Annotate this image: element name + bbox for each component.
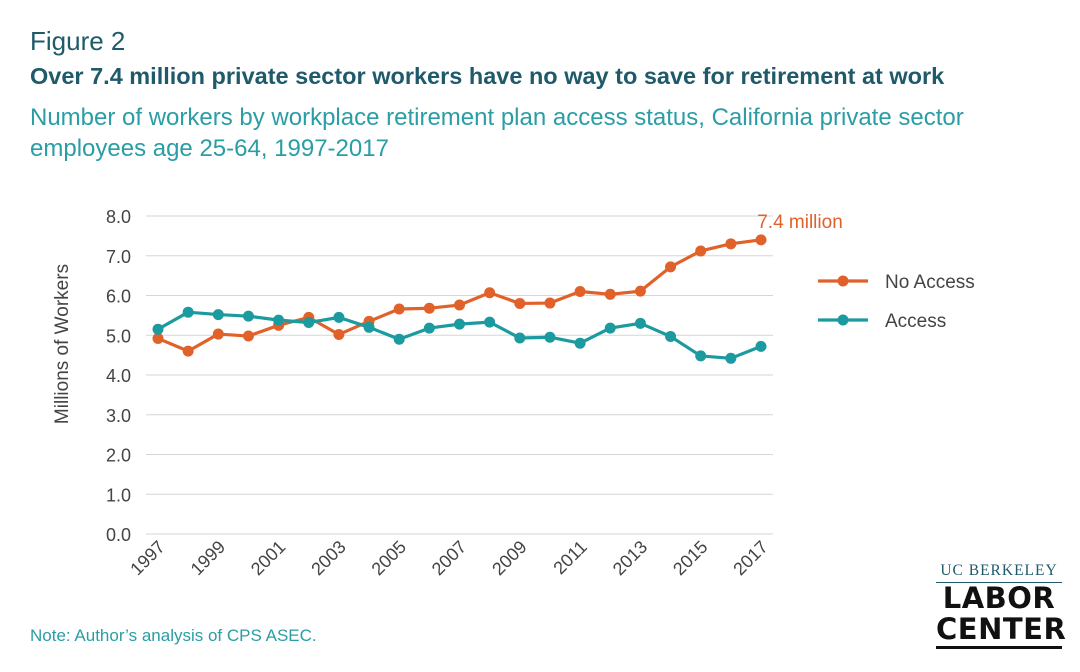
data-point bbox=[695, 245, 707, 257]
x-tick-label: 2017 bbox=[729, 537, 771, 579]
data-point bbox=[544, 331, 556, 343]
y-tick-label: 0.0 bbox=[106, 525, 131, 545]
data-point bbox=[333, 311, 345, 323]
y-tick-label: 6.0 bbox=[106, 287, 131, 307]
data-point bbox=[514, 332, 526, 344]
data-point bbox=[454, 318, 465, 330]
data-point bbox=[695, 350, 707, 362]
y-tick-label: 4.0 bbox=[106, 366, 131, 386]
x-tick-label: 2007 bbox=[428, 537, 470, 579]
data-point bbox=[484, 287, 496, 299]
x-tick-label: 2013 bbox=[609, 537, 651, 579]
data-point bbox=[484, 316, 496, 328]
data-point bbox=[363, 321, 375, 333]
annotation-label: 7.4 million bbox=[757, 212, 843, 233]
source-note: Note: Author’s analysis of CPS ASEC. bbox=[30, 626, 317, 645]
data-point bbox=[544, 297, 556, 309]
data-point bbox=[634, 317, 646, 329]
x-tick-label: 1999 bbox=[187, 537, 229, 579]
data-point bbox=[574, 337, 586, 349]
y-tick-label: 5.0 bbox=[106, 326, 131, 346]
data-point bbox=[393, 303, 405, 315]
logo-middle-text: LABOR bbox=[942, 581, 1056, 615]
y-axis-label: Millions of Workers bbox=[52, 264, 73, 424]
chart-subtitle: Number of workers by workplace retiremen… bbox=[30, 104, 964, 162]
data-point bbox=[242, 310, 254, 322]
x-tick-label: 2001 bbox=[247, 537, 289, 579]
data-point bbox=[423, 302, 435, 314]
y-tick-label: 8.0 bbox=[106, 207, 131, 227]
y-tick-label: 3.0 bbox=[106, 406, 131, 426]
data-point bbox=[182, 306, 194, 318]
legend-label: Access bbox=[885, 311, 946, 332]
legend-swatch-marker bbox=[837, 275, 849, 287]
data-point bbox=[303, 317, 315, 329]
data-point bbox=[182, 345, 194, 357]
y-tick-label: 1.0 bbox=[106, 485, 131, 505]
data-point bbox=[604, 288, 616, 300]
data-point bbox=[574, 286, 586, 298]
data-point bbox=[454, 299, 465, 311]
labor-center-logo: UC BERKELEY LABOR CENTER bbox=[936, 562, 1066, 649]
data-point bbox=[725, 238, 737, 250]
x-tick-label: 2009 bbox=[488, 537, 530, 579]
data-point bbox=[152, 332, 164, 344]
figure-label: Figure 2 bbox=[30, 26, 126, 56]
data-point bbox=[423, 322, 435, 334]
y-tick-label: 7.0 bbox=[106, 247, 131, 267]
legend-swatch-marker bbox=[837, 314, 849, 326]
data-point bbox=[634, 285, 646, 297]
logo-top-text: UC BERKELEY bbox=[936, 562, 1062, 583]
data-point bbox=[514, 297, 526, 309]
chart-title: Over 7.4 million private sector workers … bbox=[30, 63, 945, 89]
data-point bbox=[273, 314, 285, 326]
x-tick-label: 1997 bbox=[126, 537, 168, 579]
data-point bbox=[242, 330, 254, 342]
data-point bbox=[665, 261, 677, 273]
data-point bbox=[333, 328, 345, 340]
data-point bbox=[152, 323, 164, 335]
y-tick-label: 2.0 bbox=[106, 446, 131, 466]
data-point bbox=[665, 330, 677, 342]
logo-bottom-text: CENTER bbox=[936, 614, 1066, 649]
x-tick-label: 2003 bbox=[307, 537, 349, 579]
data-point bbox=[393, 333, 405, 345]
x-tick-label: 2005 bbox=[368, 537, 410, 579]
data-point bbox=[725, 352, 737, 364]
data-point bbox=[604, 322, 616, 334]
x-tick-label: 2015 bbox=[669, 537, 711, 579]
data-point bbox=[755, 234, 767, 246]
data-point bbox=[212, 309, 224, 321]
data-point bbox=[755, 340, 767, 352]
data-point bbox=[212, 328, 224, 340]
x-tick-label: 2011 bbox=[549, 537, 591, 579]
legend-label: No Access bbox=[885, 272, 975, 293]
